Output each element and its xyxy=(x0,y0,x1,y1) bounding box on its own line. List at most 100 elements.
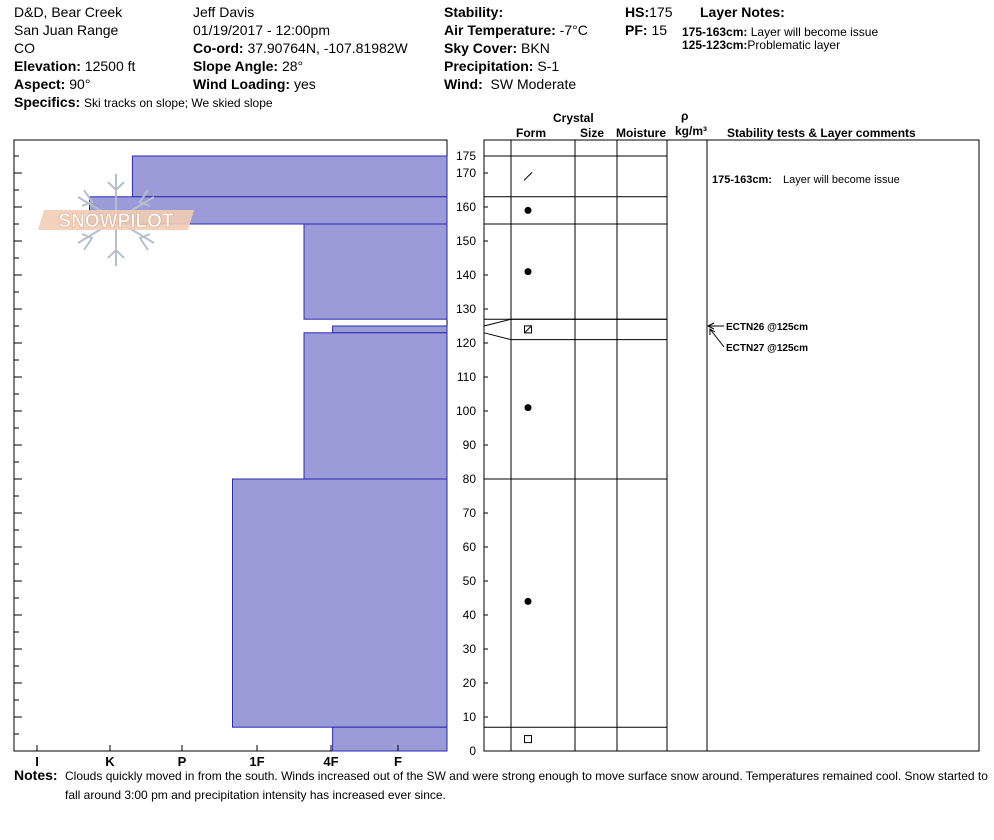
hs-value: 175 xyxy=(649,4,673,20)
hs: HS:175 xyxy=(625,4,672,20)
grain-faceted-rounded-icon xyxy=(524,325,532,334)
hardness-bar xyxy=(303,332,448,480)
layer-note-text: Layer will become issue xyxy=(750,25,879,39)
elevation-value: 12500 ft xyxy=(84,58,136,74)
grain-round-icon xyxy=(524,206,532,214)
elevation-label: Elevation: xyxy=(14,58,81,74)
grain-faceted-rounded-icon xyxy=(524,325,532,334)
aspect-value: 90° xyxy=(69,76,91,92)
wind-value: SW Moderate xyxy=(490,76,577,92)
specifics-label: Specifics: xyxy=(14,94,81,110)
coord-label: Co-ord: xyxy=(193,40,244,56)
air-temp-label: Air Temperature: xyxy=(444,22,556,38)
density-header: kg/m³ xyxy=(675,124,708,138)
datetime: 01/19/2017 - 12:00pm xyxy=(193,22,330,38)
form-header: Form xyxy=(516,126,546,140)
range: San Juan Range xyxy=(14,22,119,38)
location: D&D, Bear Creek xyxy=(14,4,123,20)
aspect-label: Aspect: xyxy=(14,76,66,92)
depth-tick-label: 30 xyxy=(463,642,477,656)
grain-decomposing-icon xyxy=(523,172,533,181)
layer-note: 175-163cm: Layer will become issue xyxy=(682,24,878,40)
state: CO xyxy=(14,40,35,56)
snowpilot-logo: SNOWPILOT xyxy=(38,174,194,266)
depth-tick-label: 120 xyxy=(456,336,476,350)
depth-tick-label: 175 xyxy=(456,149,476,163)
hardness-tick-label: 4F xyxy=(323,754,338,769)
depth-tick-label: 160 xyxy=(456,200,476,214)
layer-note: 125-123cm:Problematic layer xyxy=(682,37,840,53)
layer-connector xyxy=(483,318,512,327)
precip-label: Precipitation: xyxy=(444,58,534,74)
depth-tick-label: 100 xyxy=(456,404,476,418)
depth-tick-label: 90 xyxy=(463,438,477,452)
slope-angle: Slope Angle: 28° xyxy=(193,58,303,74)
depth-tick-label: 140 xyxy=(456,268,476,282)
ect-arrow-head xyxy=(709,328,716,335)
ect-arrow-head xyxy=(706,322,715,330)
depth-tick-label: 60 xyxy=(463,540,477,554)
wind-loading-value: yes xyxy=(293,76,316,92)
grain-round-icon xyxy=(524,404,532,412)
size-header: Size xyxy=(580,126,605,140)
depth-tick-label: 110 xyxy=(457,370,476,384)
elevation: Elevation: 12500 ft xyxy=(14,58,135,74)
specifics: Specifics: Ski tracks on slope; We skied… xyxy=(14,94,273,111)
hardness-tick-label: 1F xyxy=(249,754,264,769)
wind-loading-label: Wind Loading: xyxy=(193,76,291,92)
hardness-bar xyxy=(332,325,448,334)
hardness-tick-label: P xyxy=(178,754,187,769)
crystal-frame xyxy=(483,139,980,752)
wind-loading: Wind Loading: yes xyxy=(193,76,316,92)
rho-header: ρ xyxy=(681,109,689,123)
grain-round-icon xyxy=(524,268,532,276)
notes-text: Clouds quickly moved in from the south. … xyxy=(65,769,988,802)
notes-label: Notes: xyxy=(14,767,58,783)
sky-value: BKN xyxy=(521,40,550,56)
sky-label: Sky Cover: xyxy=(444,40,518,56)
depth-tick-label: 10 xyxy=(463,710,477,724)
hs-label: HS: xyxy=(625,4,650,20)
hardness-tick-label: I xyxy=(35,754,39,769)
wind: Wind: SW Moderate xyxy=(444,76,576,92)
depth-tick-label: 50 xyxy=(463,574,477,588)
stability-label: Stability: xyxy=(444,4,504,20)
stability-comment-range: 175-163cm: xyxy=(712,174,772,186)
layer-connector xyxy=(483,332,512,341)
observer: Jeff Davis xyxy=(193,4,255,20)
hardness-bar xyxy=(332,726,448,752)
stability-header: Stability tests & Layer comments xyxy=(727,126,916,140)
depth-tick-label: 0 xyxy=(469,744,476,758)
depth-tick-label: 80 xyxy=(463,472,477,486)
grain-facet-icon xyxy=(524,735,532,744)
specifics-value: Ski tracks on slope; We skied slope xyxy=(84,96,273,110)
layer-note-text: Problematic layer xyxy=(747,38,841,52)
depth-tick-label: 40 xyxy=(463,608,477,622)
depth-tick-label: 170 xyxy=(456,166,476,180)
ect-result: ECTN27 @125cm xyxy=(726,343,808,354)
pf-label: PF: xyxy=(625,22,648,38)
crystal-header: Crystal xyxy=(553,111,594,125)
air-temp-value: -7°C xyxy=(559,22,588,38)
moisture-header: Moisture xyxy=(616,126,667,140)
layer-note-range: 125-123cm: xyxy=(682,38,748,52)
hardness-bar xyxy=(303,223,448,320)
slope-value: 28° xyxy=(281,58,304,74)
sky-cover: Sky Cover: BKN xyxy=(444,40,550,56)
precipitation: Precipitation: S-1 xyxy=(444,58,559,74)
pf-value: 15 xyxy=(651,22,668,38)
aspect: Aspect: 90° xyxy=(14,76,90,92)
logo-text: SNOWPILOT xyxy=(58,211,173,232)
ect-arrow xyxy=(709,328,725,348)
stability-comment-text: Layer will become issue xyxy=(783,174,900,186)
hardness-bar xyxy=(232,478,448,728)
layer-notes-title: Layer Notes: xyxy=(700,4,785,20)
depth-tick-label: 20 xyxy=(463,676,477,690)
precip-value: S-1 xyxy=(537,58,560,74)
pf: PF: 15 xyxy=(625,22,667,38)
ect-result: ECTN26 @125cm xyxy=(726,322,808,333)
slope-label: Slope Angle: xyxy=(193,58,279,74)
coordinates: Co-ord: 37.90764N, -107.81982W xyxy=(193,40,408,56)
hardness-tick-label: F xyxy=(394,754,402,769)
